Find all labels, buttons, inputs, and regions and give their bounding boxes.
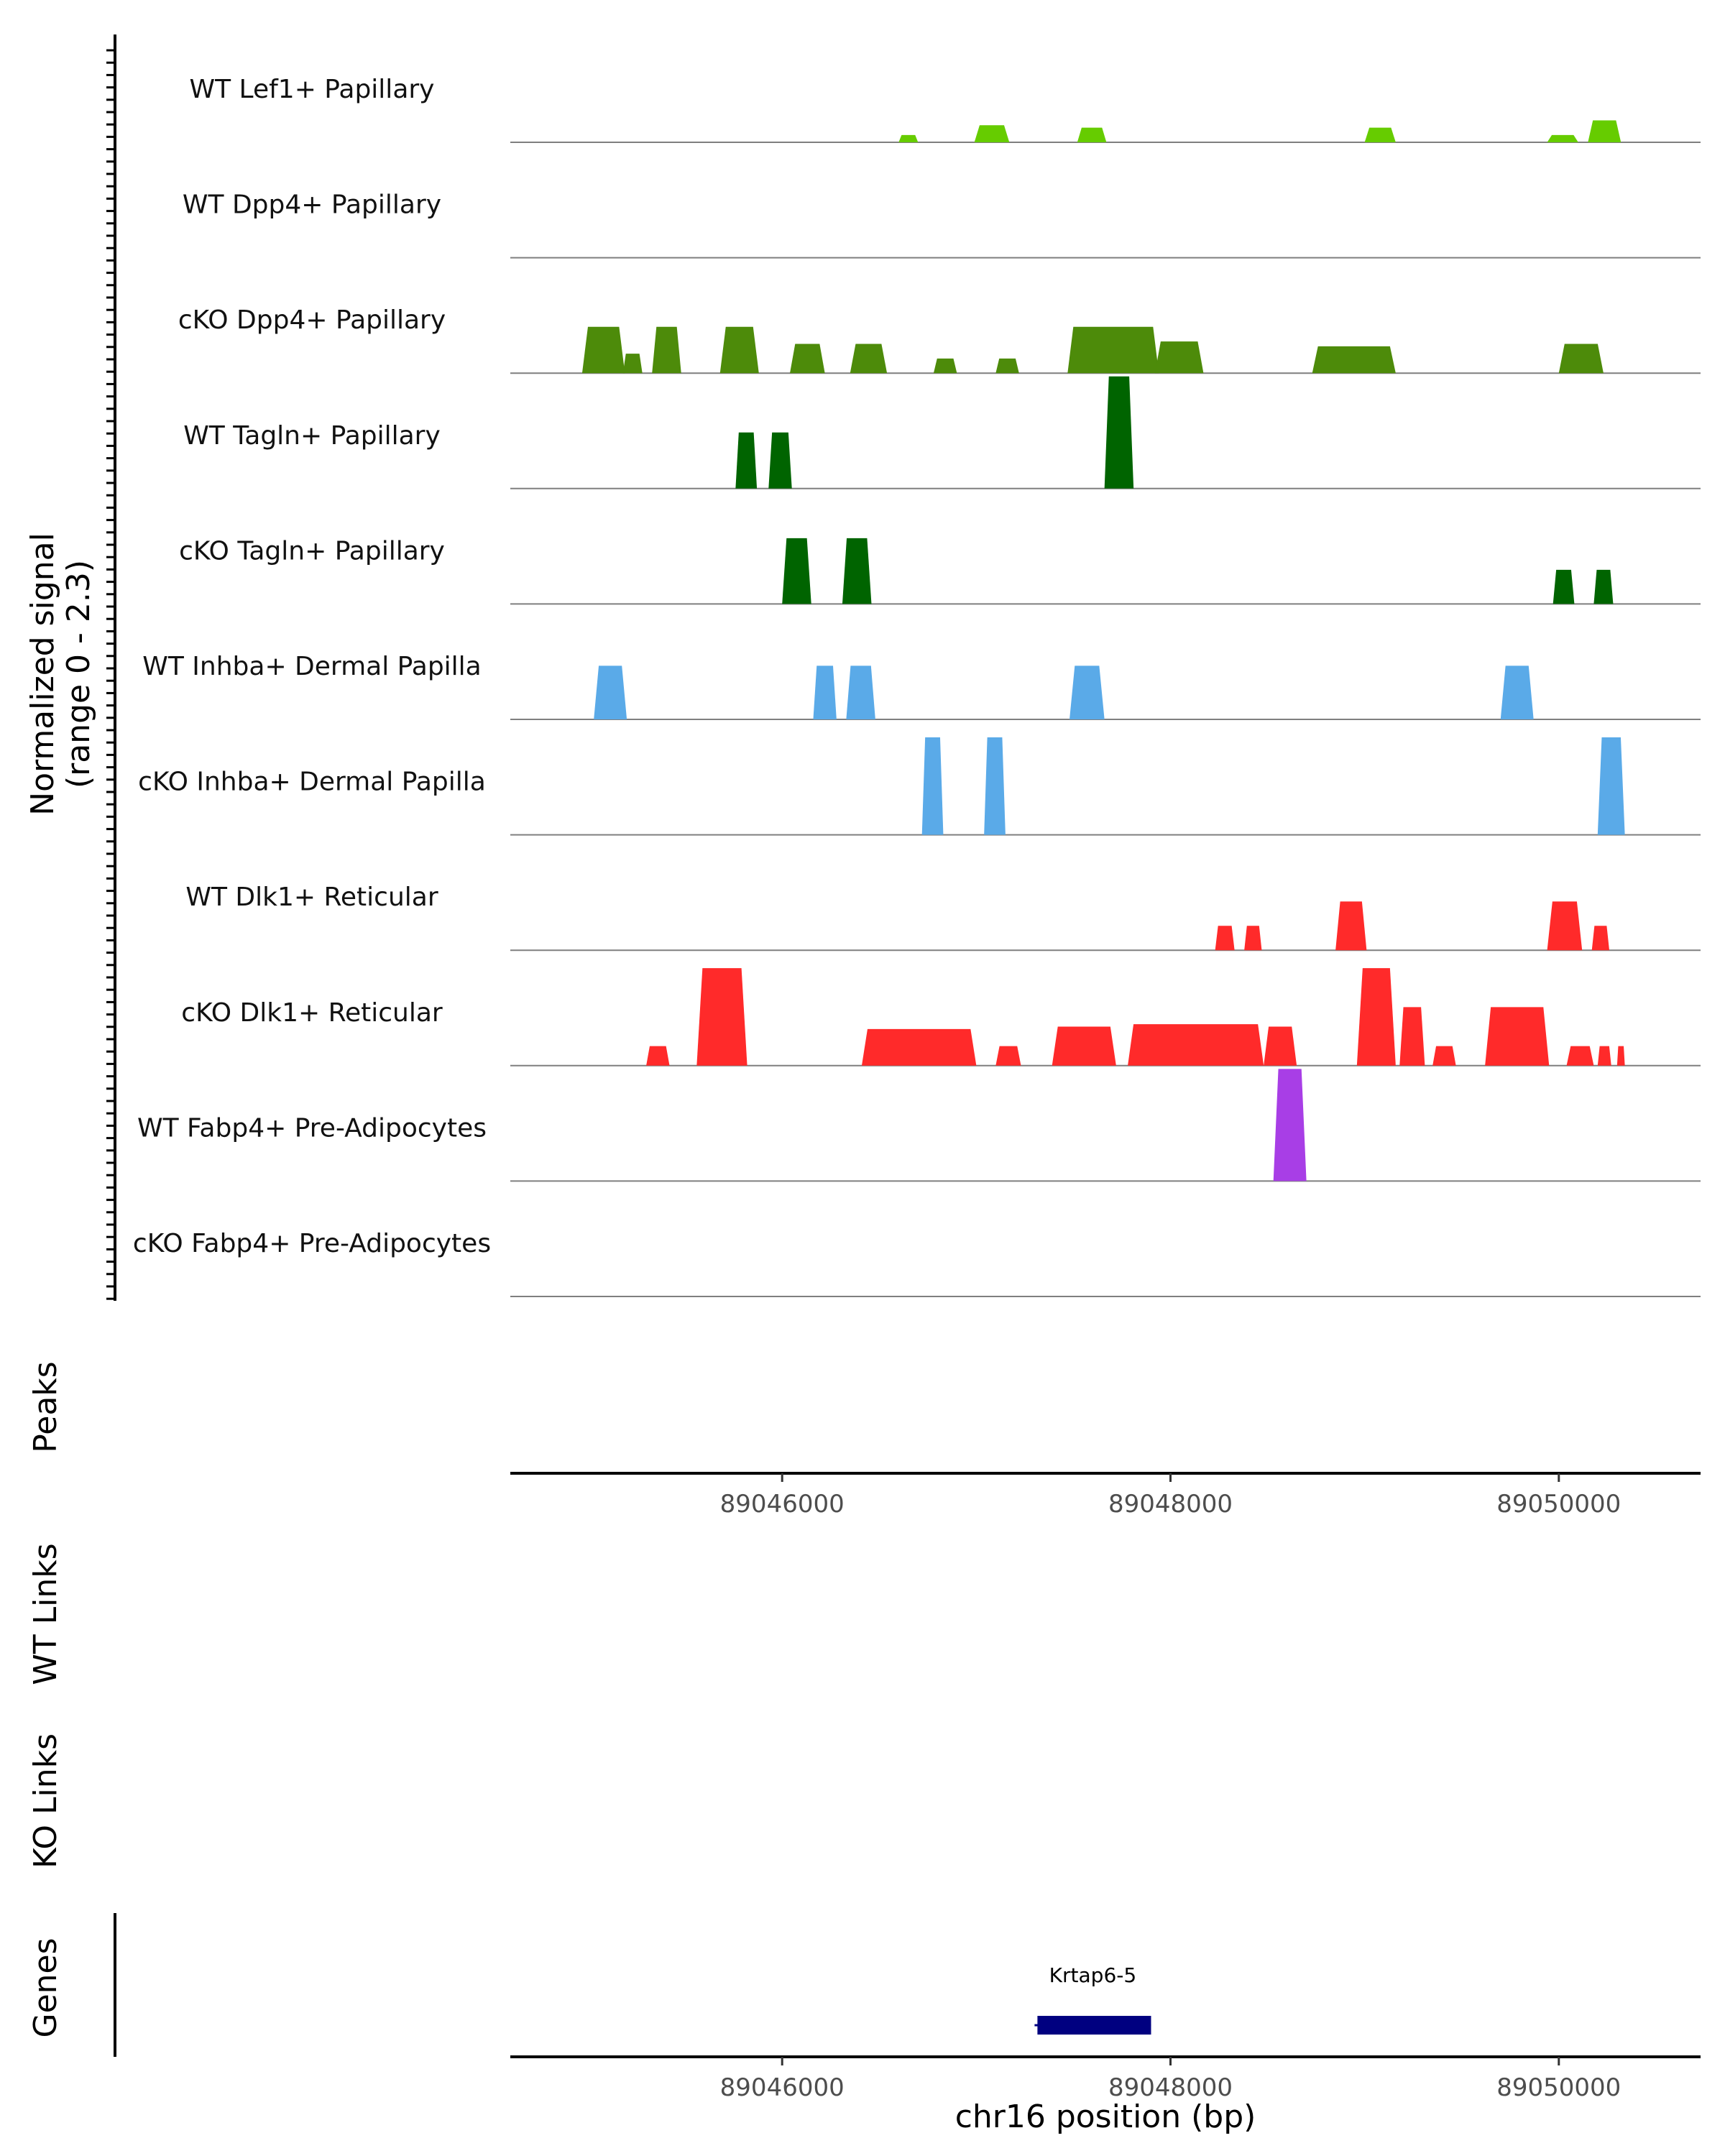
coverage-peak [861,1028,977,1066]
track-label: cKO Dpp4+ Papillary [178,305,446,335]
coverage-peak [842,538,872,604]
coverage-peak [735,432,758,489]
coverage-peak [782,538,811,604]
coverage-peak [1597,737,1625,835]
coverage-peak [1364,127,1396,142]
coverage-peak [933,358,957,374]
coverage-peak [1077,127,1107,142]
coverage-peak [1244,926,1262,951]
coverage-peak [646,1046,670,1066]
coverage-tracks: WT Lef1+ Papillary WT Dpp4+ Papillary cKO … [133,75,1701,1297]
track-label: WT Inhba+ Dermal Papilla [142,652,481,681]
coverage-peak [1356,968,1396,1066]
coverage-peak [1597,1046,1611,1066]
track-label: cKO Dlk1+ Reticular [181,998,443,1028]
track-label: cKO Fabp4+ Pre-Adipocytes [133,1229,491,1258]
track-label: WT Dlk1+ Reticular [185,883,438,912]
coverage-peak [1154,341,1204,374]
coverage-peak [594,665,627,719]
y-axis-ticks [106,49,115,1300]
coverage-peak [850,344,888,374]
ko-links-panel-label: KO Links [27,1733,64,1869]
x-tick-label: 89050000 [1496,2073,1621,2102]
gene-body [1037,2016,1151,2035]
coverage-peak [846,665,875,719]
y-axis-range-label: (range 0 - 2.3) [60,560,97,788]
coverage-peak [581,326,625,374]
track-label: WT Fabp4+ Pre-Adipocytes [137,1113,487,1143]
coverage-peak [1591,926,1610,951]
x-tick-label: 89048000 [1108,2073,1233,2102]
coverage-peak [768,432,792,489]
genes-panel-label: Genes [27,1938,64,2037]
track-label: WT Tagln+ Papillary [183,421,441,451]
coverage-peak [898,134,919,142]
coverage-peak [622,354,643,374]
coverage-peak [1500,665,1534,719]
coverage-peak [1067,326,1159,374]
gene-label: Krtap6-5 [1049,1963,1137,1987]
track-label: cKO Tagln+ Papillary [179,536,445,566]
coverage-peak [1070,665,1105,719]
coverage-peak [1104,376,1134,489]
coverage-peak [1052,1026,1116,1066]
coverage-peak [1588,120,1622,142]
coverage-peak [1547,134,1578,142]
coverage-peak [1399,1007,1425,1066]
x-tick-label: 89046000 [720,2073,845,2102]
coverage-peak [813,665,837,719]
coverage-peak [1273,1069,1307,1181]
coverage-peak [1312,346,1396,374]
genes-x-axis-ticks: 89046000 89048000 89050000 [720,2057,1621,2102]
coverage-peak [1485,1007,1550,1066]
coverage-peak [1335,901,1367,951]
coverage-peak [995,1046,1021,1066]
wt-links-panel-label: WT Links [27,1543,64,1685]
coverage-peak [1616,1046,1625,1066]
coverage-peak [790,344,825,374]
y-axis-label: Normalized signal [24,533,61,816]
coverage-peak [1593,569,1614,604]
gene-annotations: Krtap6-5 [1034,1963,1151,2035]
coverage-peak [1432,1046,1456,1066]
coverage-peak [1558,344,1604,374]
x-tick-label: 89046000 [720,1490,845,1519]
coverage-peak [1264,1026,1297,1066]
peaks-panel-label: Peaks [27,1361,64,1452]
coverage-peak [984,737,1006,835]
peaks-x-axis-ticks: 89046000 89048000 89050000 [720,1473,1621,1519]
coverage-peak [995,358,1019,374]
x-tick-label: 89048000 [1108,1490,1233,1519]
coverage-peak [1566,1046,1594,1066]
coverage-peak [1552,569,1575,604]
coverage-peak [974,125,1010,142]
coverage-peak [652,326,681,374]
coverage-peak [696,968,748,1066]
track-label: WT Dpp4+ Papillary [183,190,441,220]
x-axis-label: chr16 position (bp) [955,2099,1256,2135]
coverage-peak [1547,901,1583,951]
coverage-peak [1215,926,1235,951]
track-label: WT Lef1+ Papillary [190,75,435,104]
coverage-peak [1128,1024,1264,1066]
coverage-peak [719,326,759,374]
coverage-peak [921,737,944,835]
track-label: cKO Inhba+ Dermal Papilla [138,768,486,797]
x-tick-label: 89050000 [1496,1490,1621,1519]
